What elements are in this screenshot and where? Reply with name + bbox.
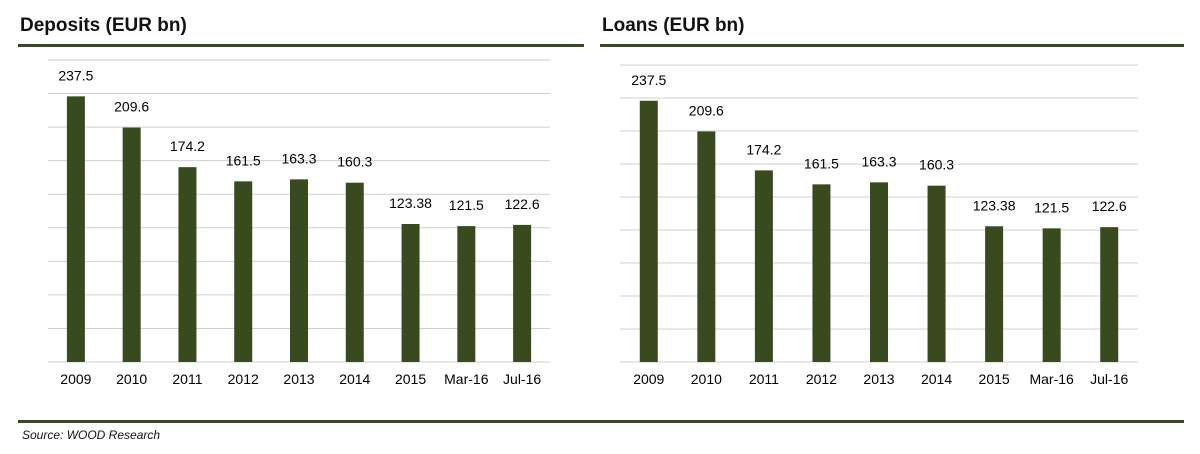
loans-title-rule	[600, 44, 1184, 47]
loans-data-label: 123.38	[973, 197, 1016, 213]
loans-bar-2009	[639, 100, 658, 362]
loans-x-tick-label: 2011	[749, 371, 779, 387]
deposits-data-label: 163.3	[281, 150, 316, 166]
deposits-bar-2012	[234, 181, 253, 362]
deposits-bar-chart: 237.5 2009 209.6 2010 174.2 2011 161.5 2012 163.…	[48, 59, 550, 387]
deposits-data-label: 209.6	[114, 99, 149, 115]
loans-bar-2013	[870, 182, 888, 362]
deposits-x-tick-label: 2013	[283, 371, 314, 387]
deposits-bar-jul-16	[513, 224, 532, 362]
loans-x-tick-label: Jul-16	[1090, 371, 1128, 387]
deposits-data-label: 161.5	[226, 152, 261, 168]
loans-bar-2012	[812, 184, 831, 362]
deposits-x-tick-label: 2009	[60, 371, 91, 387]
deposits-chart-panel: Deposits (EUR bn) 237.5 2009 209.6 2010 174.…	[18, 0, 584, 412]
loans-x-tick-label: 2012	[806, 371, 837, 387]
deposits-data-label: 160.3	[337, 154, 372, 170]
loans-data-label: 237.5	[631, 72, 666, 88]
loans-bar-2010	[697, 131, 716, 362]
deposits-x-tick-label: 2015	[395, 371, 426, 387]
deposits-bar-2014	[345, 182, 364, 362]
deposits-x-tick-label: Mar-16	[444, 371, 489, 387]
loans-data-label: 122.6	[1092, 198, 1127, 214]
loans-data-label: 121.5	[1034, 199, 1069, 215]
deposits-data-label: 123.38	[389, 195, 432, 211]
deposits-x-tick-label: Jul-16	[503, 371, 541, 387]
footer-rule	[18, 420, 1184, 423]
deposits-x-tick-label: 2012	[228, 371, 259, 387]
loans-chart-panel: Loans (EUR bn) 237.5 2009 209.6 2010 174.2 20…	[600, 0, 1184, 412]
loans-bar-mar-16	[1042, 228, 1061, 362]
loans-chart-title: Loans (EUR bn)	[602, 15, 745, 36]
loans-data-label: 163.3	[861, 153, 896, 169]
deposits-bar-2009	[66, 96, 85, 362]
loans-x-tick-label: 2014	[921, 371, 952, 387]
deposits-x-tick-label: 2010	[116, 371, 147, 387]
loans-x-tick-label: 2013	[863, 371, 894, 387]
loans-bar-2011	[754, 170, 773, 362]
loans-bar-chart: 237.5 2009 209.6 2010 174.2 2011 161.5 2012 163.…	[620, 64, 1138, 387]
loans-x-tick-label: Mar-16	[1029, 371, 1074, 387]
deposits-data-label: 122.6	[505, 196, 540, 212]
deposits-data-label: 121.5	[449, 197, 484, 213]
deposits-bar-2010	[122, 127, 141, 362]
deposits-data-label: 174.2	[170, 138, 205, 154]
source-note: Source: WOOD Research	[22, 428, 161, 442]
deposits-x-tick-label: 2014	[339, 371, 370, 387]
deposits-title-rule	[18, 44, 584, 47]
loans-data-label: 209.6	[689, 102, 724, 118]
deposits-bar-mar-16	[457, 226, 476, 362]
loans-data-label: 160.3	[919, 157, 954, 173]
deposits-x-tick-label: 2011	[172, 371, 202, 387]
loans-bar-2015	[985, 226, 1004, 362]
deposits-bar-2013	[290, 179, 308, 362]
loans-data-label: 161.5	[804, 155, 839, 171]
loans-data-label: 174.2	[746, 141, 781, 157]
loans-bar-jul-16	[1100, 227, 1119, 362]
deposits-bar-2011	[178, 167, 197, 362]
loans-x-tick-label: 2015	[979, 371, 1010, 387]
loans-bar-2014	[927, 185, 946, 362]
deposits-chart-title: Deposits (EUR bn)	[20, 15, 187, 36]
loans-x-tick-label: 2009	[633, 371, 664, 387]
deposits-bar-2015	[401, 223, 420, 362]
deposits-data-label: 237.5	[58, 67, 93, 83]
loans-x-tick-label: 2010	[691, 371, 722, 387]
